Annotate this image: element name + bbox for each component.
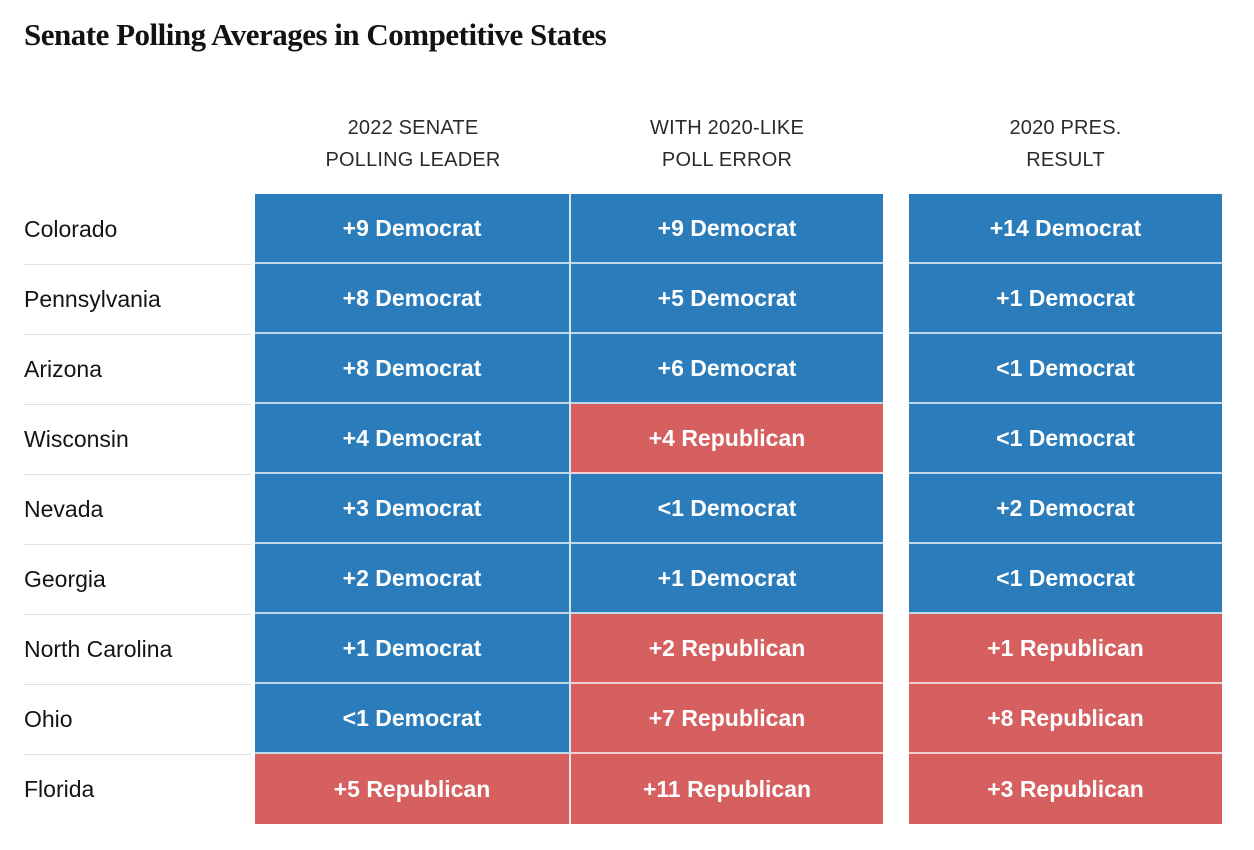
column-gap — [883, 544, 909, 614]
state-label: Arizona — [24, 334, 251, 404]
state-label: Wisconsin — [24, 404, 251, 474]
poll-cell: +14 Democrat — [909, 194, 1222, 264]
poll-cell: +5 Republican — [255, 754, 571, 824]
column-header-line: POLL ERROR — [661, 149, 793, 171]
poll-cell: +2 Republican — [571, 614, 883, 684]
poll-cell: +6 Democrat — [571, 334, 883, 404]
column-gap — [883, 614, 909, 684]
column-header-line: POLLING LEADER — [325, 149, 501, 171]
poll-cell: <1 Democrat — [909, 334, 1222, 404]
column-gap — [883, 754, 909, 824]
column-gap — [883, 334, 909, 404]
poll-cell: +1 Republican — [909, 614, 1222, 684]
poll-cell: +7 Republican — [571, 684, 883, 754]
column-header-2020-pres-result: 2020 PRES. RESULT — [909, 112, 1222, 176]
column-gap — [883, 194, 909, 264]
poll-cell: <1 Democrat — [255, 684, 571, 754]
poll-cell: +2 Democrat — [255, 544, 571, 614]
state-label: Ohio — [24, 684, 251, 754]
poll-cell: <1 Democrat — [909, 544, 1222, 614]
poll-cell: +9 Democrat — [571, 194, 883, 264]
poll-cell: +9 Democrat — [255, 194, 571, 264]
column-gap — [883, 264, 909, 334]
state-label: Nevada — [24, 474, 251, 544]
poll-cell: +8 Democrat — [255, 264, 571, 334]
column-header-with-2020-like-poll-error: WITH 2020-LIKE POLL ERROR — [571, 112, 883, 176]
poll-cell: +5 Democrat — [571, 264, 883, 334]
column-header-2022-senate-polling-leader: 2022 SENATE POLLING LEADER — [255, 112, 571, 176]
poll-cell: +1 Democrat — [255, 614, 571, 684]
poll-cell: +1 Democrat — [571, 544, 883, 614]
column-header-line: RESULT — [1026, 149, 1105, 171]
state-label: North Carolina — [24, 614, 251, 684]
poll-cell: +8 Republican — [909, 684, 1222, 754]
column-gap — [883, 474, 909, 544]
page-title: Senate Polling Averages in Competitive S… — [24, 17, 607, 52]
column-header-line: 2022 SENATE — [347, 117, 479, 139]
state-label: Florida — [24, 754, 251, 824]
poll-cell: +3 Democrat — [255, 474, 571, 544]
header-gap-spacer — [883, 112, 909, 176]
state-label: Colorado — [24, 215, 118, 242]
column-gap — [883, 684, 909, 754]
polling-table: Colorado +9 Democrat +9 Democrat +14 Democr… — [0, 194, 1254, 824]
poll-cell: <1 Democrat — [909, 404, 1222, 474]
poll-cell: +1 Democrat — [909, 264, 1222, 334]
column-header-line: WITH 2020-LIKE — [650, 117, 804, 139]
poll-cell: +4 Republican — [571, 404, 883, 474]
poll-cell: +11 Republican — [571, 754, 883, 824]
poll-cell: +2 Democrat — [909, 474, 1222, 544]
column-header-line: 2020 PRES. — [1009, 117, 1122, 139]
poll-cell: <1 Democrat — [571, 474, 883, 544]
column-gap — [883, 404, 909, 474]
poll-cell: +8 Democrat — [255, 334, 571, 404]
poll-cell: +3 Republican — [909, 754, 1222, 824]
column-headers: 2022 SENATE POLLING LEADER WITH 2020-LIK… — [0, 112, 1254, 176]
state-label: Pennsylvania — [24, 264, 251, 334]
state-label: Georgia — [24, 544, 251, 614]
header-label-spacer — [24, 112, 255, 176]
poll-cell: +4 Democrat — [255, 404, 571, 474]
